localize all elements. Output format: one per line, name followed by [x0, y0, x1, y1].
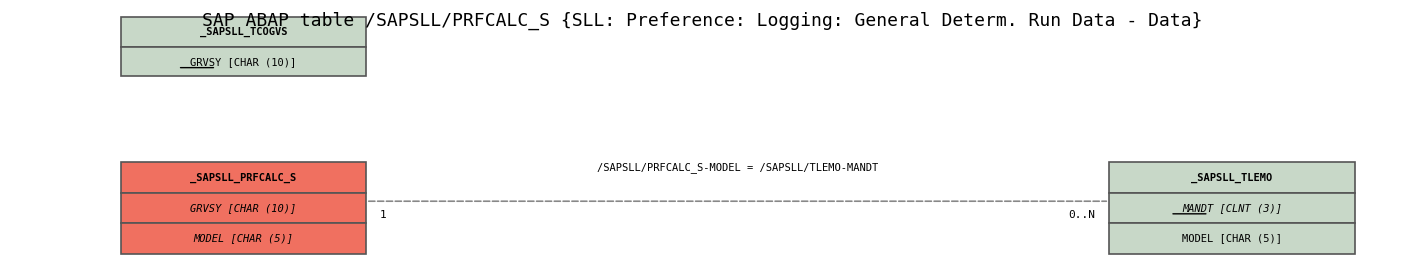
- Text: _SAPSLL_TCOGVS: _SAPSLL_TCOGVS: [200, 27, 287, 37]
- FancyBboxPatch shape: [1109, 223, 1354, 253]
- Text: 1: 1: [379, 210, 386, 220]
- FancyBboxPatch shape: [121, 47, 365, 76]
- Text: MODEL [CHAR (5)]: MODEL [CHAR (5)]: [1182, 233, 1281, 243]
- Text: 0..N: 0..N: [1068, 210, 1094, 220]
- Text: /SAPSLL/PRFCALC_S-MODEL = /SAPSLL/TLEMO-MANDT: /SAPSLL/PRFCALC_S-MODEL = /SAPSLL/TLEMO-…: [597, 162, 878, 173]
- FancyBboxPatch shape: [1109, 193, 1354, 223]
- FancyBboxPatch shape: [121, 18, 365, 47]
- FancyBboxPatch shape: [121, 162, 365, 193]
- Text: SAP ABAP table /SAPSLL/PRFCALC_S {SLL: Preference: Logging: General Determ. Run : SAP ABAP table /SAPSLL/PRFCALC_S {SLL: P…: [202, 12, 1203, 30]
- Text: MODEL [CHAR (5)]: MODEL [CHAR (5)]: [194, 233, 294, 243]
- Text: GRVSY [CHAR (10)]: GRVSY [CHAR (10)]: [190, 203, 296, 213]
- Text: _SAPSLL_PRFCALC_S: _SAPSLL_PRFCALC_S: [190, 172, 296, 183]
- Text: _SAPSLL_TLEMO: _SAPSLL_TLEMO: [1191, 172, 1273, 183]
- Text: MANDT [CLNT (3)]: MANDT [CLNT (3)]: [1182, 203, 1281, 213]
- FancyBboxPatch shape: [1109, 162, 1354, 193]
- FancyBboxPatch shape: [121, 193, 365, 223]
- FancyBboxPatch shape: [121, 223, 365, 253]
- Text: GRVSY [CHAR (10)]: GRVSY [CHAR (10)]: [190, 57, 296, 67]
